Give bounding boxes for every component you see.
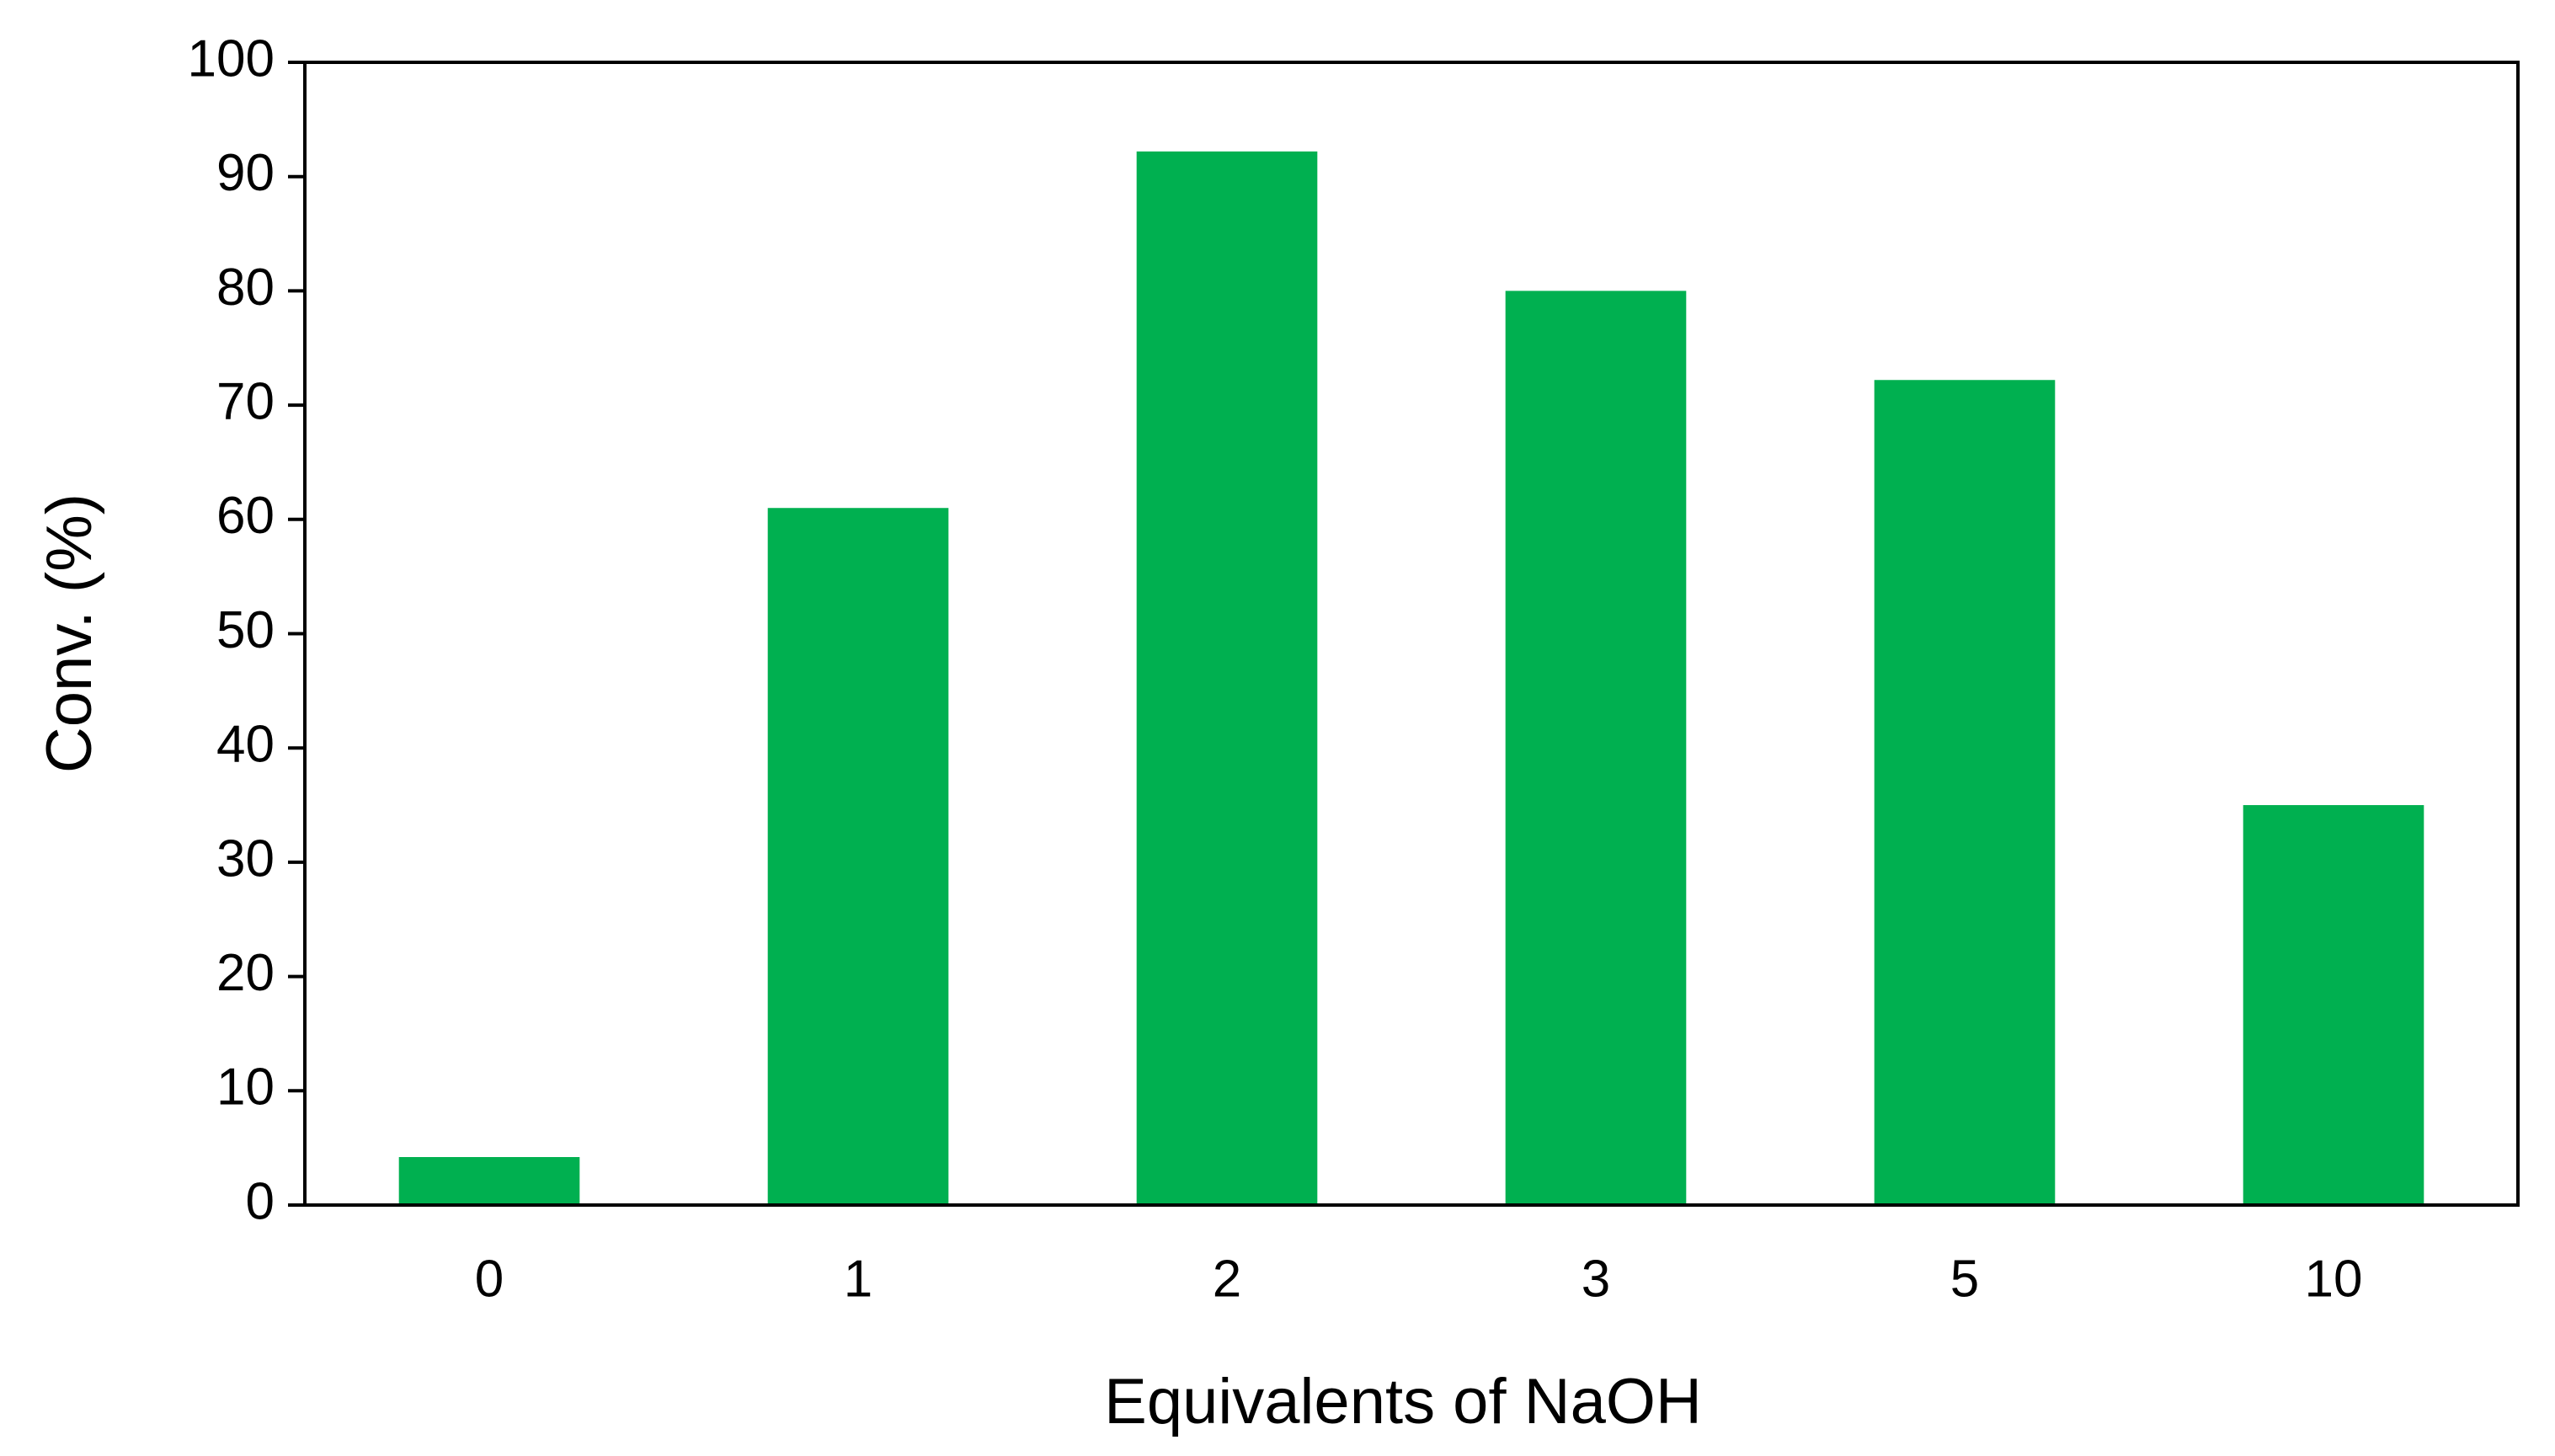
bar bbox=[1505, 291, 1687, 1205]
y-tick-label: 30 bbox=[216, 829, 275, 888]
y-tick-label: 100 bbox=[188, 29, 275, 88]
y-axis-title: Conv. (%) bbox=[34, 493, 105, 773]
bar bbox=[2243, 805, 2424, 1205]
y-tick-label: 70 bbox=[216, 372, 275, 430]
y-tick-label: 20 bbox=[216, 944, 275, 1002]
y-tick-label: 60 bbox=[216, 487, 275, 545]
x-axis-title: Equivalents of NaOH bbox=[1104, 1366, 1702, 1437]
bar bbox=[398, 1157, 580, 1205]
bar bbox=[1874, 380, 2056, 1206]
bar bbox=[1136, 151, 1318, 1206]
y-tick-label: 0 bbox=[246, 1172, 275, 1230]
x-tick-label: 2 bbox=[1213, 1250, 1241, 1308]
y-tick-label: 50 bbox=[216, 601, 275, 659]
y-tick-label: 40 bbox=[216, 716, 275, 774]
x-tick-label: 1 bbox=[844, 1250, 872, 1308]
x-tick-label: 5 bbox=[1950, 1250, 1979, 1308]
x-tick-label: 0 bbox=[475, 1250, 504, 1308]
y-tick-label: 80 bbox=[216, 259, 275, 317]
plot-frame bbox=[303, 61, 2520, 1207]
y-tick-label: 90 bbox=[216, 144, 275, 202]
bar bbox=[767, 508, 949, 1205]
x-tick-label: 10 bbox=[2305, 1250, 2363, 1308]
y-tick-label: 10 bbox=[216, 1059, 275, 1117]
x-tick-label: 3 bbox=[1582, 1250, 1610, 1308]
